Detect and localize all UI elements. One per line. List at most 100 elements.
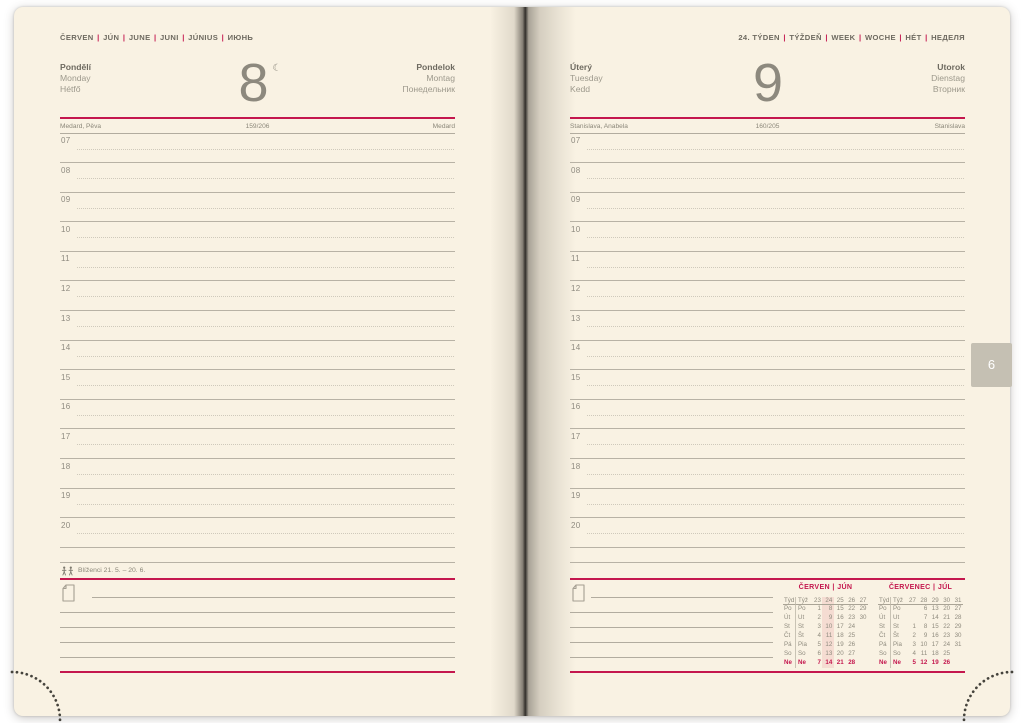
notes-and-calendars-section: ČERVEN | JÚN Týd Týž 23 24 25 26 27 Po Po 1 8 15 22 29 Út… bbox=[570, 580, 965, 675]
hour-label: 11 bbox=[571, 254, 580, 264]
calendar-day-number: 7 bbox=[817, 658, 821, 666]
calendar-day-label-sk: So bbox=[798, 649, 806, 657]
calendar-day-number: 25 bbox=[943, 649, 951, 657]
calendar-day-number: 11 bbox=[822, 632, 834, 641]
calendar-day-label-sk: Týž bbox=[891, 597, 906, 606]
separator: | bbox=[97, 33, 100, 42]
half-hour-dotted-line bbox=[77, 295, 454, 298]
day-number-block: 8 ☾ bbox=[60, 55, 455, 111]
calendar-day-number: 26 bbox=[943, 658, 951, 666]
hour-label: 19 bbox=[571, 491, 581, 501]
half-hour-dotted-line bbox=[587, 266, 964, 268]
extra-line-row bbox=[570, 563, 965, 580]
accent-rule bbox=[60, 117, 455, 119]
calendar-day-label-sk: Ne bbox=[893, 658, 901, 666]
notes-section bbox=[60, 580, 455, 675]
hour-slot: 17 bbox=[570, 429, 965, 460]
calendar-day-number: 2 bbox=[817, 614, 821, 622]
header-language-label: TÝŽDEŇ bbox=[789, 33, 822, 42]
half-hour-dotted-line bbox=[77, 236, 454, 239]
header-language-label: ČERVEN bbox=[60, 33, 94, 42]
separator: | bbox=[825, 33, 828, 42]
hour-slot: 10 bbox=[570, 222, 965, 252]
hour-slot: 08 bbox=[570, 163, 965, 193]
calendar-day-number bbox=[857, 641, 868, 650]
day-name: Montag bbox=[426, 73, 455, 83]
calendar-day-number: 10 bbox=[920, 640, 928, 648]
calendar-day-number: 30 bbox=[954, 632, 962, 640]
accent-rule-bottom bbox=[570, 670, 965, 673]
hour-slot: 14 bbox=[60, 341, 455, 371]
calendar-day-number bbox=[857, 632, 868, 641]
separator: | bbox=[832, 582, 835, 591]
calendar-day-number: 26 bbox=[845, 597, 857, 606]
day-name: Pondelok bbox=[416, 62, 455, 72]
calendar-day-label-cz: St bbox=[878, 623, 891, 633]
separator: | bbox=[783, 33, 786, 42]
calendar-day-number: 1 bbox=[817, 605, 821, 613]
name-day-slovak: Medard bbox=[432, 122, 456, 130]
day-name: Kedd bbox=[570, 84, 591, 94]
calendar-day-number: 30 bbox=[940, 597, 952, 606]
half-hour-dotted-line bbox=[77, 355, 454, 357]
half-hour-dotted-line bbox=[587, 473, 964, 476]
calendar-day-label-sk: Pia bbox=[798, 640, 807, 648]
calendar-day-number: 10 bbox=[822, 623, 834, 633]
calendar-day-number: 24 bbox=[822, 596, 834, 606]
left-page: ČERVEN | JÚN | JUNE | JUNI | JÚNIUS | ИЮНЬ Pondělí… bbox=[60, 7, 455, 716]
accent-rule bbox=[570, 117, 965, 119]
calendar-day-label-sk: So bbox=[893, 649, 901, 657]
calendar-day-label-cz: Pá bbox=[878, 640, 891, 650]
hour-label: 11 bbox=[61, 254, 70, 264]
header-language-label: ИЮНЬ bbox=[227, 33, 254, 42]
half-hour-dotted-line bbox=[77, 266, 454, 268]
right-page: 24. TÝDEN | TÝŽDEŇ | WEEK | WOCHE | HÉT | НЕДЕЛЯ Ú… bbox=[570, 7, 965, 716]
hour-label: 10 bbox=[61, 224, 71, 234]
diary-spread: ČERVEN | JÚN | JUNE | JUNI | JÚNIUS | ИЮНЬ Pondělí… bbox=[10, 7, 1014, 722]
calendar-month-label: ČERVENEC bbox=[888, 582, 931, 591]
calendar-day-label-cz: Čt bbox=[878, 632, 891, 641]
hour-slot: 20 bbox=[60, 518, 455, 548]
calendar-day-number: 5 bbox=[817, 640, 821, 648]
calendar-day-number: 16 bbox=[931, 632, 939, 640]
calendar-day-number: 16 bbox=[836, 614, 844, 622]
half-hour-dotted-line bbox=[587, 414, 964, 416]
calendar-day-number: 13 bbox=[931, 605, 939, 613]
calendar-day-number: 28 bbox=[848, 658, 856, 666]
hour-label: 09 bbox=[571, 195, 581, 205]
half-hour-dotted-line bbox=[587, 177, 964, 180]
separator: | bbox=[899, 33, 902, 42]
name-day-row: Stanislava, Anabela 160/205 Stanislava bbox=[570, 120, 965, 132]
calendar-day-number: 27 bbox=[954, 605, 962, 613]
half-hour-dotted-line bbox=[77, 532, 454, 535]
hour-slot: 16 bbox=[570, 400, 965, 430]
hour-label: 07 bbox=[61, 136, 71, 145]
half-hour-dotted-line bbox=[587, 443, 964, 446]
mini-calendar-title: ČERVEN | JÚN bbox=[783, 583, 868, 593]
hour-label: 13 bbox=[61, 313, 71, 323]
half-hour-dotted-line bbox=[587, 355, 964, 357]
header-language-label: HÉT bbox=[905, 33, 922, 42]
name-day-czech: Stanislava, Anabela bbox=[570, 122, 628, 130]
calendar-day-number: 4 bbox=[817, 632, 821, 640]
calendar-day-label-sk: Po bbox=[893, 605, 901, 613]
extra-line-row bbox=[60, 548, 455, 563]
name-day-czech: Medard, Pěva bbox=[60, 122, 102, 130]
calendar-day-number: 18 bbox=[931, 649, 939, 657]
calendar-day-label-cz: Pá bbox=[783, 640, 796, 650]
calendar-day-number bbox=[857, 659, 868, 668]
hour-label: 15 bbox=[571, 372, 581, 382]
calendar-day-number: 14 bbox=[931, 614, 939, 622]
calendar-day-number: 9 bbox=[822, 614, 834, 624]
calendar-day-number: 27 bbox=[906, 597, 918, 606]
hour-slot: 12 bbox=[570, 281, 965, 312]
calendar-day-number: 19 bbox=[931, 658, 939, 666]
hour-label: 20 bbox=[61, 520, 71, 530]
note-line bbox=[570, 642, 773, 643]
separator: | bbox=[859, 33, 862, 42]
calendar-day-label-cz: Ne bbox=[878, 658, 891, 668]
hour-slot: 10 bbox=[60, 222, 455, 252]
hour-label: 17 bbox=[61, 431, 71, 441]
calendar-day-number: 13 bbox=[822, 649, 834, 659]
hour-label: 10 bbox=[571, 224, 581, 234]
